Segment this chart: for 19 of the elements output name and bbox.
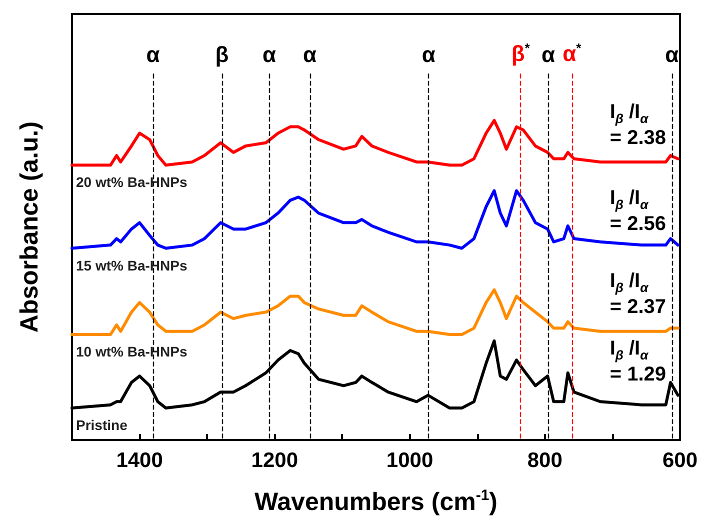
x-tick-label: 800 bbox=[527, 449, 562, 472]
ref-line-label: α* bbox=[562, 40, 582, 66]
ref-line-label: α bbox=[303, 42, 318, 68]
ref-line-label: α bbox=[146, 42, 160, 68]
ref-line-label: β* bbox=[511, 40, 531, 66]
ref-line-label: α bbox=[422, 42, 436, 68]
ref-line-label: α bbox=[262, 42, 276, 68]
x-tick-label: 1400 bbox=[116, 449, 163, 472]
x-tick-label: 600 bbox=[662, 449, 698, 472]
ref-line-label: α bbox=[542, 42, 556, 68]
series-label: 20 wt% Ba-HNPs bbox=[76, 174, 188, 190]
series-label: 10 wt% Ba-HNPs bbox=[76, 344, 188, 360]
y-axis-title: Absorbance (a.u.) bbox=[16, 121, 44, 333]
x-tick-label: 1200 bbox=[251, 449, 298, 472]
series-label: Pristine bbox=[76, 417, 128, 434]
ref-line-label: α bbox=[665, 42, 680, 68]
x-tick-label: 1000 bbox=[386, 449, 434, 472]
ref-line-label: β bbox=[215, 42, 229, 68]
series-label: 15 wt% Ba-HNPs bbox=[76, 257, 188, 274]
